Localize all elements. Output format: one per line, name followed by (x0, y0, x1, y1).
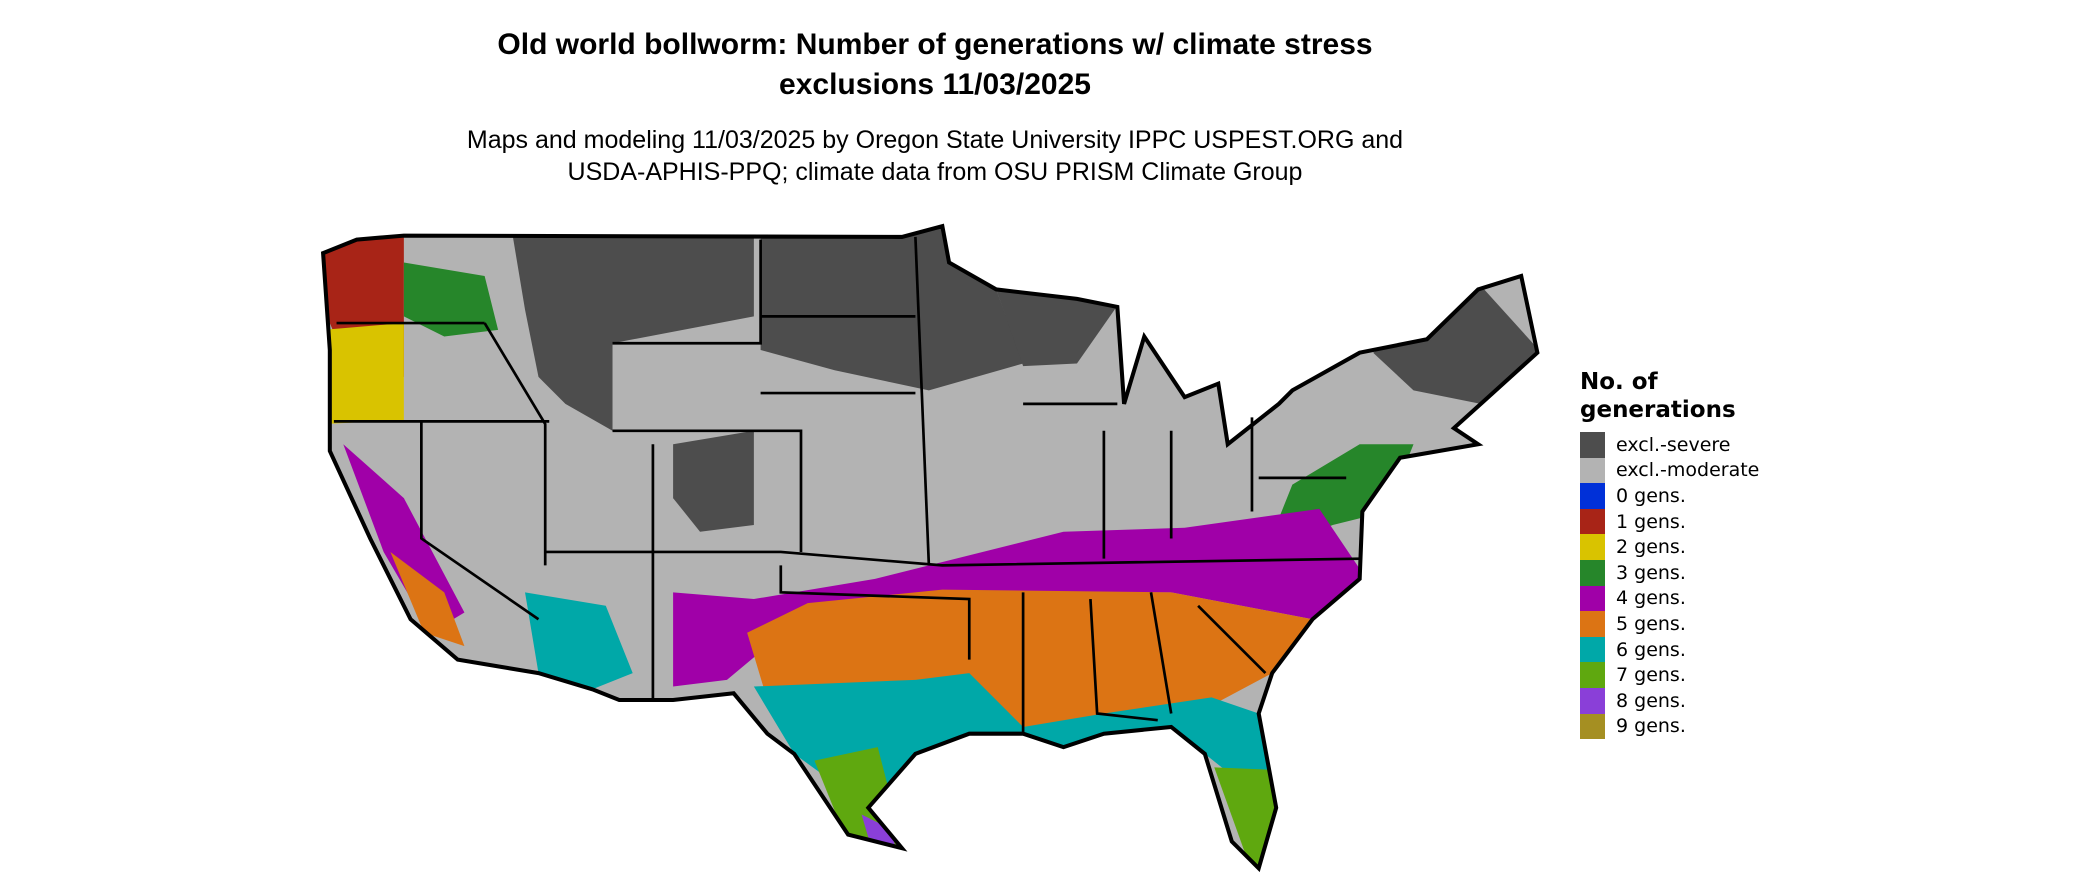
legend-label: 0 gens. (1616, 484, 1686, 507)
region-7-gen-florida (1214, 767, 1277, 869)
region-6-gen-az (525, 592, 633, 690)
legend-title-line2: generations (1580, 397, 1736, 423)
legend-label: 9 gens. (1616, 715, 1686, 738)
legend-item: 4 gens. (1580, 585, 1759, 612)
map-title-line1: Old world bollworm: Number of generation… (497, 28, 1373, 61)
legend-item: 9 gens. (1580, 713, 1759, 740)
region-8-gen (861, 814, 896, 846)
legend-item: 6 gens. (1580, 636, 1759, 663)
legend-swatch (1580, 662, 1605, 688)
legend-swatch (1580, 559, 1605, 586)
legend-title-line1: No. of (1580, 369, 1658, 395)
legend-swatch (1580, 483, 1605, 509)
legend-item: excl.-moderate (1580, 457, 1760, 484)
map-subtitle-line1: Maps and modeling 11/03/2025 by Oregon S… (466, 126, 1404, 154)
legend-item: 3 gens. (1580, 559, 1759, 586)
legend-item: 0 gens. (1580, 483, 1759, 509)
legend-item: 2 gens. (1580, 534, 1759, 560)
region-excl-severe-wisconsin (996, 289, 1125, 367)
legend-swatch (1580, 636, 1605, 663)
legend-item: 1 gens. (1580, 508, 1759, 535)
legend-swatch (1580, 687, 1605, 714)
legend-label: 6 gens. (1616, 638, 1686, 661)
legend-label: 5 gens. (1616, 612, 1686, 635)
legend-label: 2 gens. (1616, 536, 1686, 559)
legend-swatch (1580, 585, 1605, 612)
legend: No. of generations excl.-severe excl.-mod… (1580, 368, 1760, 740)
region-excl-severe-colorado (673, 430, 754, 532)
legend-label: 1 gens. (1616, 510, 1686, 533)
legend-item: excl.-severe (1580, 432, 1759, 458)
region-excl-severe-montana (511, 228, 754, 431)
legend-swatch (1580, 432, 1605, 458)
legend-swatch (1580, 508, 1605, 535)
region-4-gen-south (673, 508, 1367, 687)
legend-label: 4 gens. (1616, 587, 1686, 610)
region-2-gen (323, 323, 404, 425)
legend-label: 7 gens. (1616, 664, 1686, 687)
map-title-line2: exclusions 11/03/2025 (779, 68, 1091, 101)
legend-label: excl.-moderate (1616, 459, 1760, 482)
legend-item: 8 gens. (1580, 687, 1759, 714)
region-5-gen-ca (390, 551, 465, 647)
legend-item: 5 gens. (1580, 611, 1759, 637)
region-3-gen-nw (403, 262, 499, 337)
legend-swatch (1580, 534, 1605, 560)
legend-swatch (1580, 713, 1605, 740)
legend-label: 3 gens. (1616, 561, 1686, 584)
map-subtitle-line2: USDA-APHIS-PPQ; climate data from OSU PR… (567, 158, 1303, 186)
legend-swatch (1580, 457, 1605, 484)
region-excl-severe-maine (1373, 282, 1538, 404)
legend-swatch (1580, 611, 1605, 637)
legend-label: excl.-severe (1616, 433, 1731, 456)
state-borders (333, 236, 1360, 734)
legend-label: 8 gens. (1616, 689, 1686, 712)
legend-item: 7 gens. (1580, 662, 1759, 688)
